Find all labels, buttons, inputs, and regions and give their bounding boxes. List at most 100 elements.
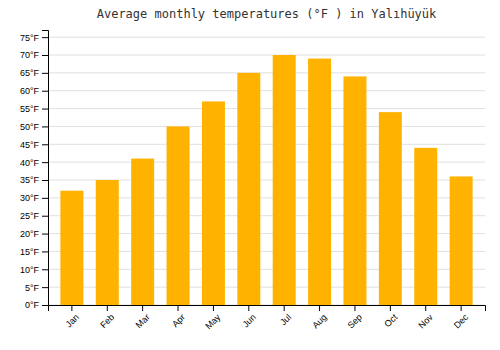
- tick: Mar: [134, 305, 152, 330]
- tick: Jul: [278, 305, 293, 327]
- bar: [237, 73, 260, 305]
- tick-mark: [42, 180, 48, 181]
- tick-label: Mar: [134, 312, 152, 330]
- tick-mark: [42, 91, 48, 92]
- tick: 30°F: [20, 193, 48, 203]
- tick-label: 45°F: [20, 140, 40, 150]
- tick-label: 65°F: [20, 68, 40, 78]
- tick-mark: [284, 305, 285, 311]
- tick: 75°F: [20, 33, 48, 43]
- tick: 55°F: [20, 104, 48, 114]
- tick: Aug: [310, 305, 328, 330]
- axis-line: [42, 31, 49, 306]
- tick-label: 35°F: [20, 175, 40, 185]
- tick: 70°F: [20, 50, 48, 60]
- bar: [379, 112, 402, 305]
- tick: 60°F: [20, 86, 48, 96]
- grid-line: [48, 90, 485, 91]
- tick: Feb: [98, 305, 116, 330]
- y-axis: 0°F 5°F 10°F 15°F 20°F 25°F 30°F 35°F 40°F 45°F 50…: [20, 31, 49, 311]
- tick-label: 40°F: [20, 158, 40, 168]
- tick-label: Apr: [170, 312, 187, 329]
- grid-line: [48, 144, 485, 145]
- tick-label: 30°F: [20, 193, 40, 203]
- tick: May: [203, 305, 222, 331]
- grid-line: [48, 37, 485, 38]
- tick-mark: [425, 305, 426, 311]
- tick-label: 15°F: [20, 247, 40, 257]
- tick-label: Dec: [452, 312, 471, 331]
- axis-line: [49, 306, 486, 312]
- tick-label: 50°F: [20, 122, 40, 132]
- tick: Apr: [170, 305, 187, 329]
- tick: 10°F: [20, 265, 48, 275]
- tick-mark: [42, 162, 48, 163]
- tick-mark: [42, 287, 48, 288]
- tick-mark: [390, 305, 391, 311]
- tick-label: Aug: [310, 312, 328, 330]
- grid-line: [48, 108, 485, 109]
- tick: Dec: [452, 305, 471, 330]
- tick-label: Jan: [64, 312, 81, 329]
- tick: Jun: [241, 305, 258, 329]
- title: Average monthly temperatures (°F ) in Ya…: [97, 7, 437, 21]
- tick-mark: [461, 305, 462, 311]
- grid-line: [48, 55, 485, 56]
- tick-mark: [42, 37, 48, 38]
- tick: 45°F: [20, 140, 48, 150]
- bar: [96, 180, 119, 305]
- bar: [450, 176, 473, 305]
- tick-mark: [319, 305, 320, 311]
- tick-label: 55°F: [20, 104, 40, 114]
- tick-mark: [142, 305, 143, 311]
- tick-mark: [42, 251, 48, 252]
- bar: [308, 59, 331, 305]
- tick-label: Feb: [98, 312, 116, 330]
- x-axis: Jan Feb Mar Apr May Jun Jul Aug Sep Oct Nov Dec: [49, 305, 486, 331]
- tick-label: Sep: [346, 312, 364, 330]
- tick: 0°F: [25, 300, 48, 310]
- bar: [60, 191, 83, 305]
- chart: 0°F 5°F 10°F 15°F 20°F 25°F 30°F 35°F 40°F 45°F 50…: [0, 0, 500, 350]
- tick-label: 25°F: [20, 211, 40, 221]
- tick-label: Jun: [241, 312, 258, 329]
- tick-mark: [248, 305, 249, 311]
- tick: 50°F: [20, 122, 48, 132]
- tick-mark: [42, 234, 48, 235]
- grid: [48, 37, 485, 305]
- tick-label: Jul: [278, 312, 293, 327]
- tick-mark: [42, 126, 48, 127]
- bar: [343, 76, 366, 305]
- tick-label: 20°F: [20, 229, 40, 239]
- tick: Oct: [382, 305, 399, 329]
- tick: 35°F: [20, 175, 48, 185]
- bar: [202, 101, 225, 305]
- grid-line: [48, 126, 485, 127]
- tick-mark: [42, 198, 48, 199]
- tick-mark: [42, 109, 48, 110]
- bar: [414, 148, 437, 305]
- bar: [273, 55, 296, 305]
- tick: Sep: [346, 305, 364, 330]
- tick: 20°F: [20, 229, 48, 239]
- tick: 40°F: [20, 158, 48, 168]
- tick-label: 10°F: [20, 265, 40, 275]
- tick: 25°F: [20, 211, 48, 221]
- tick-label: Nov: [416, 312, 435, 331]
- tick-mark: [42, 144, 48, 145]
- tick-mark: [42, 269, 48, 270]
- tick-mark: [354, 305, 355, 311]
- bar: [167, 126, 190, 305]
- tick-label: Oct: [382, 312, 399, 329]
- tick-mark: [42, 216, 48, 217]
- tick: 5°F: [25, 283, 48, 293]
- tick: 15°F: [20, 247, 48, 257]
- tick-label: 0°F: [25, 300, 40, 310]
- tick-label: 5°F: [25, 283, 40, 293]
- tick-label: 70°F: [20, 50, 40, 60]
- tick: 65°F: [20, 68, 48, 78]
- tick-mark: [213, 305, 214, 311]
- grid-line: [48, 72, 485, 73]
- plot-area: [60, 55, 472, 305]
- tick-mark: [178, 305, 179, 311]
